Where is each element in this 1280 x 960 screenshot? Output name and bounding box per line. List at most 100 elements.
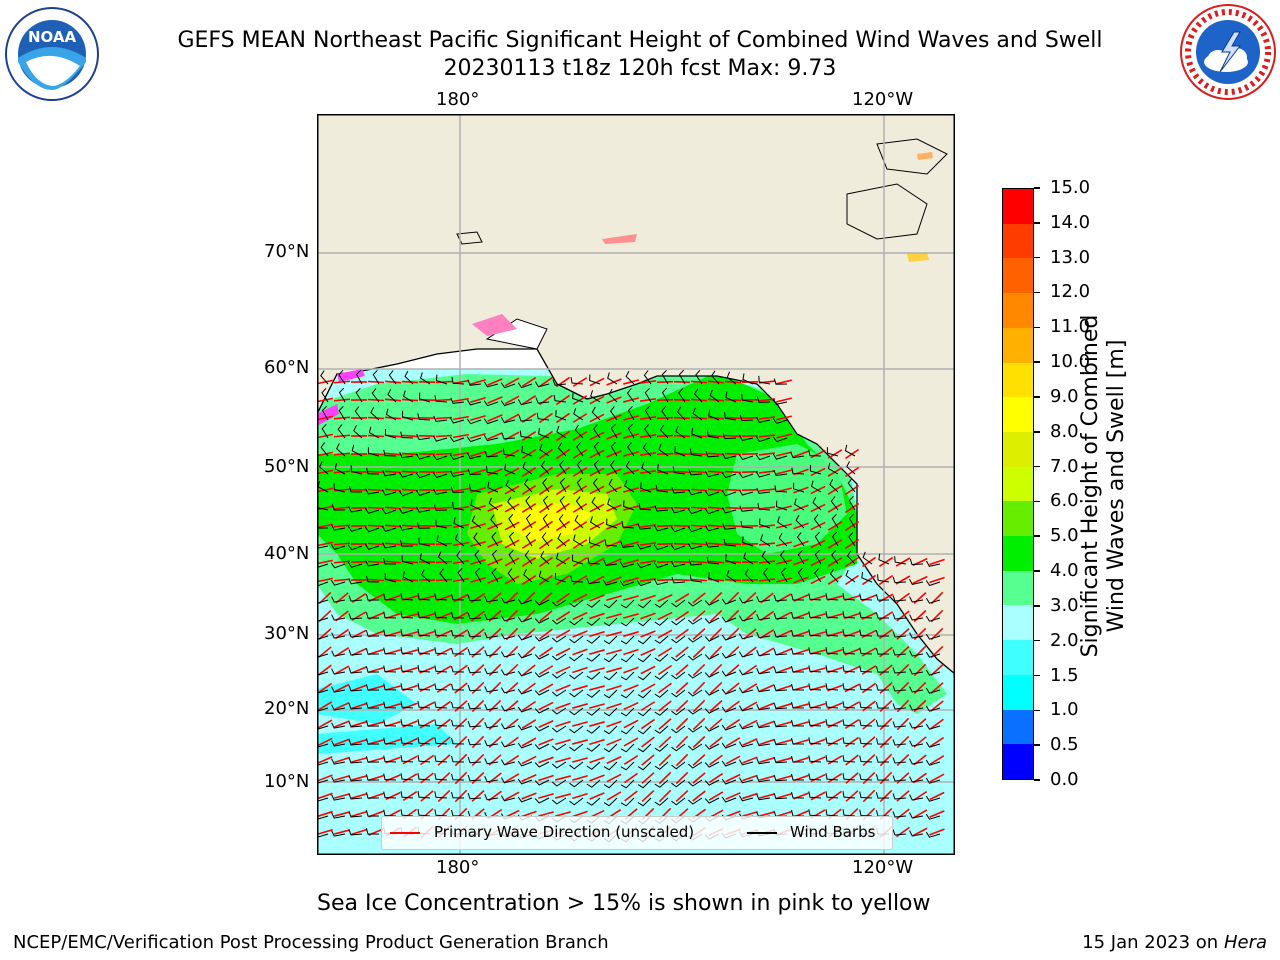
wind-barb bbox=[671, 487, 686, 494]
wind-barb bbox=[400, 737, 414, 745]
wind-barb bbox=[484, 596, 499, 603]
wind-barb bbox=[676, 406, 686, 421]
wind-barb bbox=[453, 517, 465, 529]
wind-barb bbox=[797, 549, 805, 565]
wave-direction-arrow bbox=[435, 488, 453, 492]
wind-barb bbox=[826, 447, 839, 457]
wave-direction-arrow bbox=[690, 560, 708, 564]
wave-direction-arrow bbox=[675, 789, 689, 803]
wind-barb bbox=[671, 653, 686, 662]
wave-direction-arrow bbox=[724, 488, 742, 492]
wind-barb bbox=[586, 725, 601, 734]
wind-barb bbox=[637, 779, 652, 789]
wind-barb bbox=[875, 594, 890, 601]
wind-barb bbox=[877, 574, 890, 583]
wind-barb bbox=[586, 707, 601, 716]
wave-direction-arrow bbox=[334, 683, 350, 693]
wave-direction-arrow bbox=[776, 666, 792, 674]
wind-barb bbox=[704, 617, 720, 624]
wave-direction-arrow bbox=[896, 772, 910, 784]
wave-direction-arrow bbox=[589, 667, 605, 673]
wind-barb bbox=[640, 482, 652, 493]
wave-direction-arrow bbox=[709, 754, 723, 766]
wave-direction-arrow bbox=[810, 539, 826, 549]
wind-barb bbox=[365, 792, 380, 799]
wind-barb bbox=[348, 613, 363, 620]
wind-barb bbox=[603, 671, 618, 681]
wave-direction-arrow bbox=[861, 647, 877, 657]
wave-direction-arrow bbox=[317, 523, 333, 529]
wind-barb bbox=[417, 647, 431, 655]
wave-direction-arrow bbox=[656, 506, 674, 510]
wave-direction-arrow bbox=[538, 430, 554, 442]
wind-barb bbox=[859, 755, 873, 763]
wave-direction-arrow bbox=[844, 466, 860, 478]
wave-direction-arrow bbox=[692, 663, 706, 677]
wind-barb bbox=[831, 531, 839, 547]
wind-barb bbox=[671, 635, 686, 644]
wave-direction-arrow bbox=[623, 469, 639, 475]
wind-barb bbox=[484, 650, 499, 657]
wind-barb bbox=[892, 595, 907, 602]
wind-barb bbox=[348, 685, 363, 692]
wind-barb bbox=[875, 738, 890, 745]
wave-direction-arrow bbox=[504, 773, 520, 783]
wind-barb bbox=[331, 668, 346, 675]
wind-barb bbox=[773, 720, 788, 728]
wind-barb bbox=[519, 430, 533, 439]
wave-direction-arrow bbox=[640, 647, 656, 657]
wave-direction-arrow bbox=[844, 736, 860, 748]
wind-barb bbox=[432, 454, 448, 461]
wind-barb bbox=[909, 668, 924, 675]
wind-barb bbox=[738, 651, 754, 658]
wind-barb bbox=[654, 797, 669, 806]
wind-barb bbox=[518, 415, 533, 422]
wind-barb bbox=[500, 417, 516, 424]
wind-barb bbox=[758, 375, 771, 385]
wind-barb bbox=[637, 761, 652, 771]
wind-barb bbox=[791, 647, 805, 655]
wind-barb bbox=[416, 522, 431, 529]
wind-barb bbox=[551, 599, 567, 607]
wave-direction-arrow bbox=[641, 754, 655, 766]
wave-direction-arrow bbox=[317, 559, 333, 565]
wave-direction-arrow bbox=[673, 452, 691, 456]
wave-direction-arrow bbox=[641, 772, 655, 784]
wind-barb bbox=[534, 381, 550, 388]
wind-barb bbox=[909, 650, 924, 657]
wave-direction-arrow bbox=[844, 556, 860, 568]
wind-barb bbox=[540, 460, 550, 475]
wave-direction-arrow bbox=[656, 470, 674, 474]
wave-direction-arrow bbox=[589, 557, 605, 567]
wave-direction-arrow bbox=[589, 792, 605, 800]
wind-barb bbox=[797, 567, 805, 583]
wave-direction-arrow bbox=[504, 575, 520, 585]
wind-barb bbox=[450, 397, 465, 404]
wind-barb bbox=[808, 449, 822, 457]
wind-barb bbox=[434, 791, 448, 799]
wind-barb bbox=[742, 373, 754, 385]
wind-barb bbox=[349, 485, 363, 493]
wave-direction-arrow bbox=[555, 520, 571, 532]
wind-barb bbox=[738, 472, 754, 479]
wave-direction-arrow bbox=[351, 775, 367, 781]
wave-direction-arrow bbox=[420, 790, 434, 802]
wave-direction-arrow bbox=[555, 793, 571, 799]
wave-direction-arrow bbox=[435, 452, 453, 456]
wave-direction-arrow bbox=[623, 630, 639, 638]
wave-direction-arrow bbox=[589, 685, 605, 691]
wind-barb bbox=[742, 536, 754, 547]
wave-direction-arrow bbox=[707, 380, 725, 384]
wind-barb bbox=[321, 387, 329, 403]
wind-barb bbox=[814, 568, 822, 583]
wind-barb bbox=[575, 496, 584, 511]
wind-barb bbox=[350, 465, 363, 475]
wind-barb bbox=[661, 387, 669, 403]
wind-barb bbox=[892, 829, 907, 836]
wave-direction-arrow bbox=[707, 524, 725, 528]
wind-barb bbox=[756, 650, 771, 657]
wind-barb bbox=[708, 572, 720, 583]
wave-direction-arrow bbox=[521, 502, 537, 514]
wave-direction-arrow bbox=[402, 737, 418, 747]
wind-barb bbox=[542, 513, 550, 529]
